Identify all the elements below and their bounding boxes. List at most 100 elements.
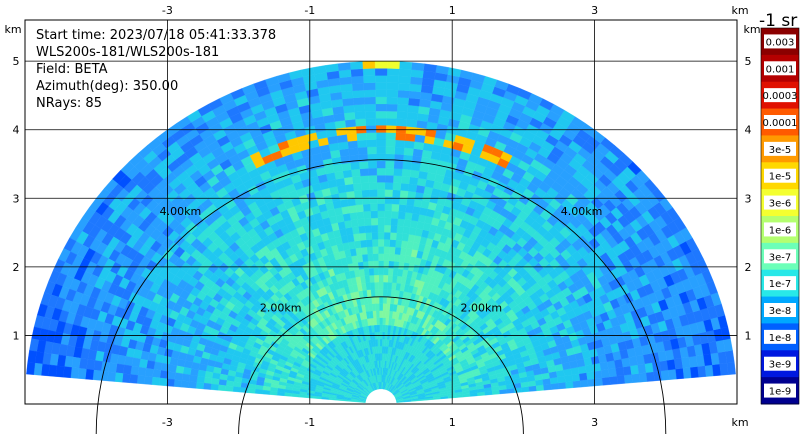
heatmap-cell [571,373,581,382]
heatmap-cell [615,366,625,377]
heatmap-cell [384,217,392,226]
heatmap-cell [27,350,37,364]
heatmap-cell [377,232,385,240]
heatmap-cell [343,111,356,121]
heatmap-cell [373,267,379,276]
x-tick-label: -1 [304,4,315,17]
heatmap-cell [385,139,396,148]
colorbar-tick-label: 1e-6 [769,225,792,236]
heatmap-cell [383,239,391,247]
heatmap-cell [344,119,356,128]
heatmap-cell [393,168,403,177]
heatmap-cell [383,253,390,262]
heatmap-cell [646,371,655,382]
heatmap-cell [385,310,390,319]
heatmap-cell [355,204,364,213]
heatmap-cell [550,382,559,390]
heatmap-cell [395,232,403,241]
heatmap-cell [403,147,414,156]
heatmap-cell [340,83,353,93]
heatmap-cell [543,383,552,391]
heatmap-cell [343,176,354,186]
heatmap-cell [360,182,370,191]
colorbar-tick-label: 3e-6 [769,199,792,210]
heatmap-cell [365,125,377,133]
heatmap-cell [356,132,367,141]
heatmap-cell [365,232,373,241]
heatmap-cell [409,76,423,86]
heatmap-cell [391,275,398,284]
heatmap-cell [557,382,567,390]
heatmap-cell [398,204,407,213]
heatmap-cell [593,370,603,379]
heatmap-cell [40,363,50,377]
heatmap-cell [218,379,227,386]
heatmap-cell [387,274,393,283]
heatmap-cell [401,233,410,242]
heatmap-cell [368,167,378,176]
heatmap-cell [631,373,640,383]
heatmap-cell [377,239,385,247]
heatmap-cell [369,274,375,283]
colorbar-label-box [764,222,796,237]
heatmap-cell [144,375,153,385]
heatmap-cell [375,82,387,90]
heatmap-cell [578,372,588,381]
heatmap-cell [108,362,118,373]
heatmap-cell [366,132,377,141]
range-ring-label: 2.00km [260,301,302,314]
colorbar-tick-label: 3e-9 [769,360,792,371]
heatmap-cell [114,372,124,383]
heatmap-cell [390,289,396,298]
y-tick-label: 3 [13,192,20,205]
heatmap-cell [371,239,379,247]
heatmap-cell [196,375,205,384]
heatmap-cell [386,110,398,119]
heatmap-cell [372,246,379,254]
heatmap-cell [400,240,408,249]
heatmap-cell [378,253,384,261]
heatmap-cell [395,239,403,248]
heatmap-cell [409,220,419,229]
heatmap-cell [382,310,387,318]
heatmap-cell [375,89,387,97]
heatmap-cell [386,82,399,91]
heatmap-cell [395,118,408,127]
heatmap-cell [374,289,380,297]
heatmap-cell [384,182,394,190]
colorbar-frame [760,27,800,405]
heatmap-cell [383,232,391,240]
heatmap-cell [247,388,256,394]
x-tick-label: 1 [449,416,456,429]
heatmap-cell [398,254,406,263]
heatmap-cell [376,160,386,169]
heatmap-cell [384,167,394,176]
heatmap-cell [359,239,367,248]
plot-frame [24,19,738,405]
nrays-text: NRays: 85 [36,96,102,111]
range-ring [238,296,524,435]
heatmap-cell [579,379,589,388]
heatmap-cell [210,383,219,391]
heatmap-cell [385,146,396,155]
heatmap-cell [346,133,358,142]
heatmap-cell [366,246,373,255]
heatmap-cell [366,146,377,155]
heatmap-cell [55,365,65,378]
colorbar-label-box [764,34,796,49]
heatmap-cell [360,246,368,255]
heatmap-cell [374,281,380,290]
heatmap-cell [48,364,58,377]
heatmap-cell [122,364,132,375]
heatmap-cell [232,386,241,393]
heatmap-sector [26,61,736,403]
heatmap-cell [33,362,43,376]
heatmap-cell [697,365,707,378]
heatmap-cell [378,289,384,297]
heatmap-cell [390,218,399,226]
heatmap-cell [356,139,368,148]
heatmap-cell [404,212,413,221]
heatmap-cell [388,253,395,262]
heatmap-cell [402,161,412,170]
heatmap-cell [385,303,391,312]
